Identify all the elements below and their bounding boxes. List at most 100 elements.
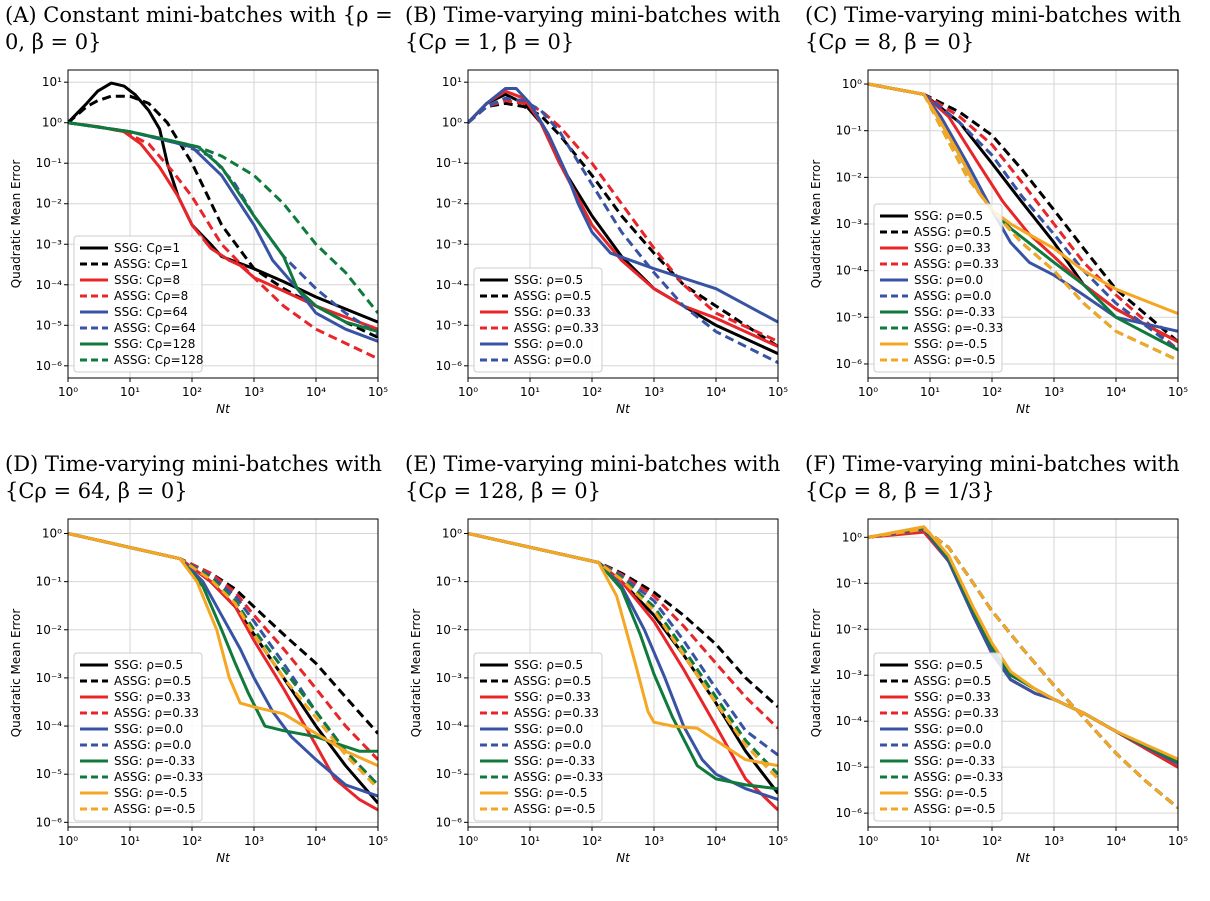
legend-label: ASSG: ρ=0.5 [114,674,191,688]
legend-label: SSG: ρ=0.5 [114,658,183,672]
x-tick-label: 10⁵ [768,834,788,848]
series-line [468,532,778,709]
series-line [468,532,778,730]
panel-caption: (C) Time-varying mini-batches with {Cρ =… [805,2,1205,56]
panel-caption: (F) Time-varying mini-batches with {Cρ =… [805,451,1205,505]
legend-box [473,652,603,822]
legend-label: ASSG: ρ=0.33 [114,706,199,720]
legend-label: SSG: ρ=-0.5 [514,786,587,800]
y-tick-label: 10⁻² [836,622,863,636]
legend-label: ASSG: ρ=0.33 [514,321,599,335]
x-tick-label: 10³ [244,385,264,399]
y-tick-label: 10⁻⁴ [836,264,863,278]
legend-label: SSG: ρ=0.0 [914,722,983,736]
x-tick-label: 10² [582,834,602,848]
chart-a: 10⁰ 10¹ 10² 10³ 10⁴ 10⁵ 10⁻⁶ 10⁻⁵ 10⁻⁴ 10⁻³ 10⁻² 10… [9,69,388,416]
x-tick-label: 10¹ [920,834,940,848]
legend-label: ASSG: ρ=0.5 [914,225,991,239]
y-tick-label: 10⁻⁶ [436,359,463,373]
series-line [468,532,778,768]
legend-label: ASSG: ρ=-0.5 [914,802,996,816]
caption-line-1: Time-varying mini-batches with [44,452,382,476]
legend-label: ASSG: ρ=0.0 [914,738,991,752]
legend-label: ASSG: Cρ=128 [114,353,204,367]
chart-f: 10⁰ 10¹ 10² 10³ 10⁴ 10⁵ 10⁻⁶ 10⁻⁵ 10⁻⁴ 10⁻³ 10⁻² 10… [809,518,1188,865]
y-tick-label: 10⁻² [436,623,463,637]
series-line [468,532,778,791]
caption-line-1: Time-varying mini-batches with [443,3,781,27]
x-axis-label: Nt [1016,402,1031,416]
plot-frame [867,518,1179,828]
legend-label: ASSG: ρ=-0.33 [914,770,1003,784]
y-tick-label: 10⁻³ [836,668,863,682]
x-tick-label: 10² [582,385,602,399]
x-tick-label: 10⁰ [458,385,478,399]
x-tick-label: 10¹ [520,385,540,399]
chart-e: 10⁰ 10¹ 10² 10³ 10⁴ 10⁵ 10⁻⁶ 10⁻⁵ 10⁻⁴ 10⁻³ 10⁻² 10… [409,518,788,865]
series-line [868,82,1178,362]
plot-frame [67,518,379,828]
x-axis-label: Nt [216,851,231,865]
legend-label: ASSG: ρ=0.0 [914,289,991,303]
legend-label: SSG: ρ=0.33 [514,305,591,319]
x-tick-label: 10⁵ [768,385,788,399]
panel-d: (D) Time-varying mini-batches with {Cρ =… [5,451,405,901]
y-tick-label: 10⁻⁶ [836,806,863,820]
series-line [868,82,1178,352]
legend-label: SSG: ρ=0.0 [514,337,583,351]
y-tick-label: 10¹ [42,75,62,89]
y-tick-label: 10⁻⁵ [36,318,63,332]
panel-b: (B) Time-varying mini-batches with {Cρ =… [405,2,805,452]
legend-label: ASSG: ρ=0.5 [514,289,591,303]
y-tick-label: 10⁰ [42,116,62,130]
legend-label: ASSG: ρ=-0.5 [514,802,596,816]
legend-box [873,652,1003,822]
y-tick-label: 10⁻² [36,197,63,211]
caption-tag: (D) [5,452,39,476]
legend-label: ASSG: ρ=0.0 [514,353,591,367]
panel-f: (F) Time-varying mini-batches with {Cρ =… [805,451,1205,901]
panel-caption: (B) Time-varying mini-batches with {Cρ =… [405,2,805,56]
y-tick-label: 10⁰ [42,526,62,540]
plot-frame [467,518,779,828]
x-tick-label: 10⁴ [1106,834,1126,848]
series-line [68,81,378,324]
legend-label: ASSG: ρ=0.0 [114,738,191,752]
legend-label: SSG: ρ=0.5 [514,658,583,672]
x-tick-label: 10² [982,385,1002,399]
legend-label: ASSG: ρ=0.33 [914,257,999,271]
y-tick-label: 10⁻¹ [36,575,63,589]
series-line [468,87,778,324]
legend-label: ASSG: Cρ=1 [114,257,188,271]
y-tick-label: 10⁻² [436,197,463,211]
y-tick-label: 10⁻¹ [436,156,463,170]
y-axis-label: Quadratic Mean Error [409,609,423,738]
legend-label: SSG: ρ=0.33 [114,690,191,704]
y-axis-label: Quadratic Mean Error [9,609,23,738]
caption-line-2: {Cρ = 1, β = 0} [405,30,575,54]
legend-label: SSG: ρ=0.0 [914,273,983,287]
legend-label: ASSG: ρ=-0.5 [114,802,196,816]
y-axis-label: Quadratic Mean Error [809,160,823,289]
y-tick-label: 10⁰ [842,77,862,91]
series-line [868,525,1178,761]
y-tick-label: 10⁻¹ [36,156,63,170]
legend-label: SSG: ρ=-0.5 [914,786,987,800]
y-tick-label: 10⁻¹ [436,575,463,589]
caption-line-2: {Cρ = 8, β = 1/3} [805,479,995,503]
x-tick-label: 10² [182,834,202,848]
legend-label: ASSG: Cρ=64 [114,321,196,335]
y-tick-label: 10⁻⁴ [36,278,63,292]
x-tick-label: 10³ [244,834,264,848]
series-line [868,527,1178,810]
x-tick-label: 10⁵ [1168,385,1188,399]
caption-tag: (C) [805,3,838,27]
x-tick-label: 10⁰ [858,834,878,848]
legend-box [73,235,203,373]
legend-label: SSG: Cρ=128 [114,337,195,351]
y-tick-label: 10¹ [442,75,462,89]
series-line [68,121,378,315]
y-tick-label: 10⁻⁵ [836,310,863,324]
legend-label: ASSG: ρ=0.5 [514,674,591,688]
x-tick-label: 10⁵ [368,385,388,399]
